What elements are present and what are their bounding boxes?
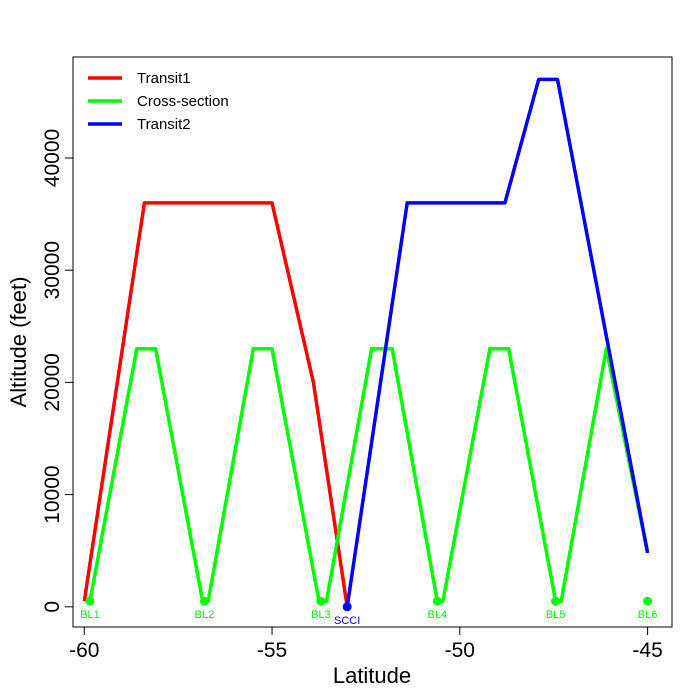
marker-label-bl1: BL1 — [80, 609, 100, 621]
marker-layer: BL1 BL2 BL3 SCCI BL4 BL5 BL6 — [80, 596, 658, 627]
marker-bl6 — [643, 596, 653, 606]
x-axis-label: Latitude — [333, 663, 411, 688]
marker-bl3 — [316, 596, 326, 606]
marker-label-scci: SCCI — [334, 615, 360, 627]
x-tick-label: -60 — [69, 639, 99, 662]
legend: Transit1 Cross-section Transit2 — [88, 70, 229, 133]
x-tick-label: -50 — [445, 639, 475, 662]
series-line-transit1 — [82, 201, 349, 608]
legend-label-transit2: Transit2 — [137, 116, 191, 133]
y-tick-label: 30000 — [41, 241, 64, 299]
marker-scci — [342, 602, 352, 612]
marker-label-bl4: BL4 — [427, 609, 447, 621]
x-tick-label: -55 — [257, 639, 287, 662]
legend-label-transit1: Transit1 — [137, 70, 191, 87]
marker-bl4 — [432, 596, 442, 606]
axis-layer: -60 -55 -50 -45 0 10000 20000 30000 40000 — [41, 129, 663, 662]
legend-label-cross-section: Cross-section — [137, 93, 229, 110]
y-axis-label: Altitude (feet) — [6, 277, 31, 408]
y-tick-label: 0 — [41, 601, 64, 613]
marker-bl5 — [551, 596, 561, 606]
marker-bl2 — [199, 596, 209, 606]
marker-label-bl2: BL2 — [195, 609, 215, 621]
series-line-transit2 — [345, 77, 650, 608]
y-tick-label: 40000 — [41, 129, 64, 187]
x-tick-label: -45 — [632, 639, 662, 662]
marker-label-bl6: BL6 — [638, 609, 658, 621]
marker-label-bl3: BL3 — [311, 609, 331, 621]
y-tick-label: 20000 — [41, 353, 64, 411]
marker-bl1 — [85, 596, 95, 606]
y-tick-label: 10000 — [41, 465, 64, 523]
marker-label-bl5: BL5 — [546, 609, 566, 621]
